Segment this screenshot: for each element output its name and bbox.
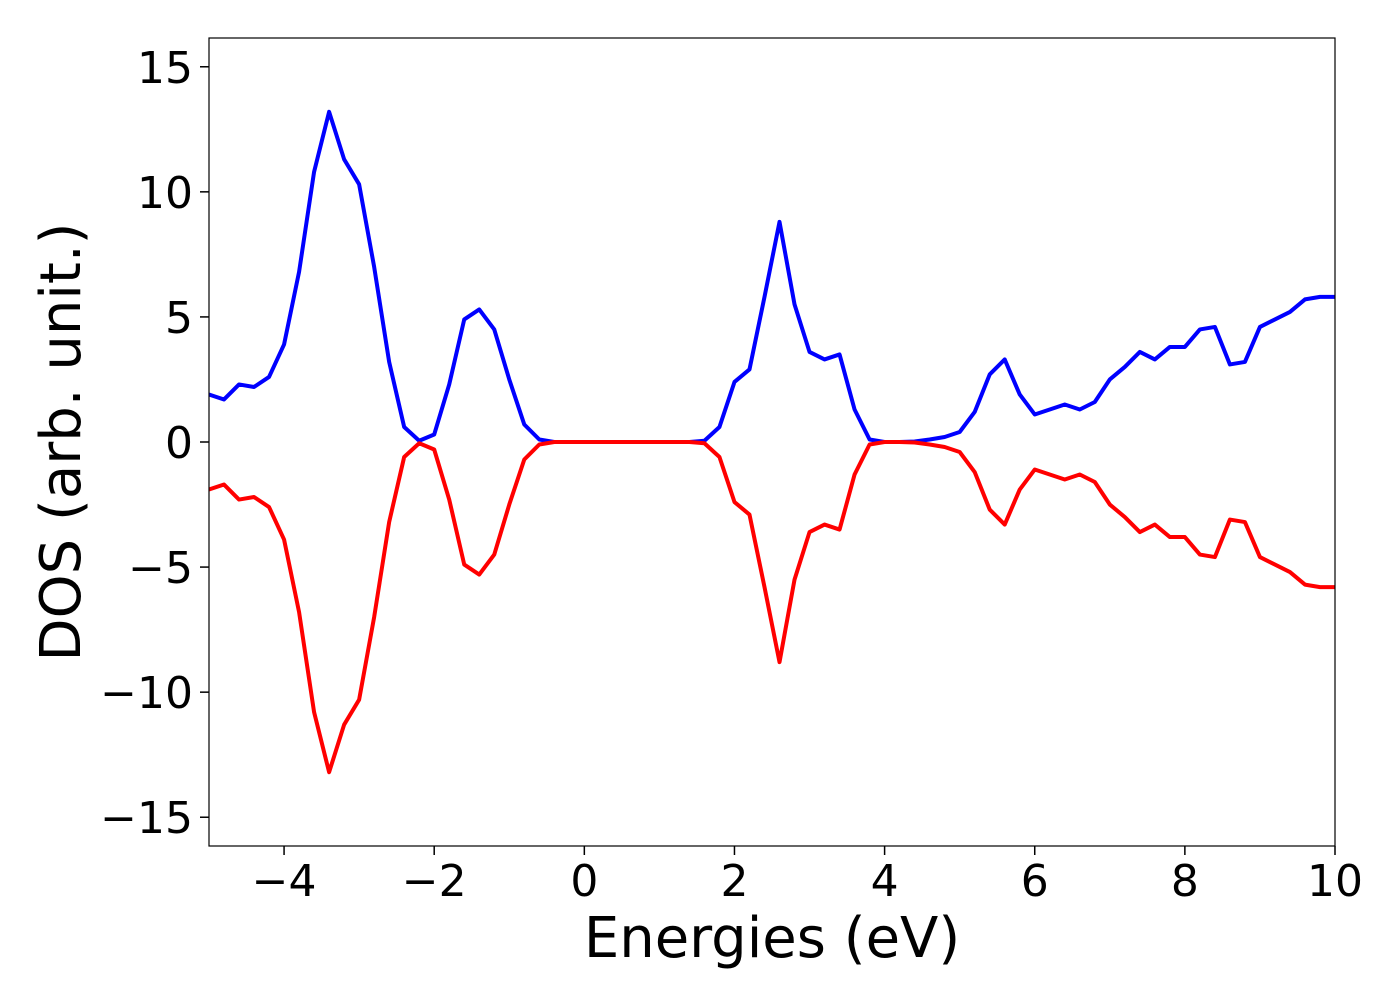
x-tick-label: 10 xyxy=(1307,856,1363,907)
series-line xyxy=(209,109,1335,444)
x-axis-label: Energies (eV) xyxy=(584,906,960,971)
y-tick-label: 15 xyxy=(137,43,193,94)
y-tick-label: −15 xyxy=(100,793,193,844)
y-tick-label: −10 xyxy=(100,668,193,719)
x-tick-label: 8 xyxy=(1171,856,1199,907)
x-tick-label: −4 xyxy=(252,856,317,907)
y-tick-label: 0 xyxy=(165,418,193,469)
x-tick-label: −2 xyxy=(402,856,467,907)
plot-frame xyxy=(208,37,1336,847)
x-tick-label: 4 xyxy=(871,856,899,907)
y-tick-label: −5 xyxy=(128,543,193,594)
y-tick-label: 10 xyxy=(137,168,193,219)
x-tick-label: 2 xyxy=(720,856,748,907)
x-tick-label: 6 xyxy=(1021,856,1049,907)
x-tick-label: 0 xyxy=(570,856,598,907)
y-axis-label: DOS (arb. unit.) xyxy=(29,222,94,661)
y-tick-label: 5 xyxy=(165,293,193,344)
series-line xyxy=(209,440,1335,775)
